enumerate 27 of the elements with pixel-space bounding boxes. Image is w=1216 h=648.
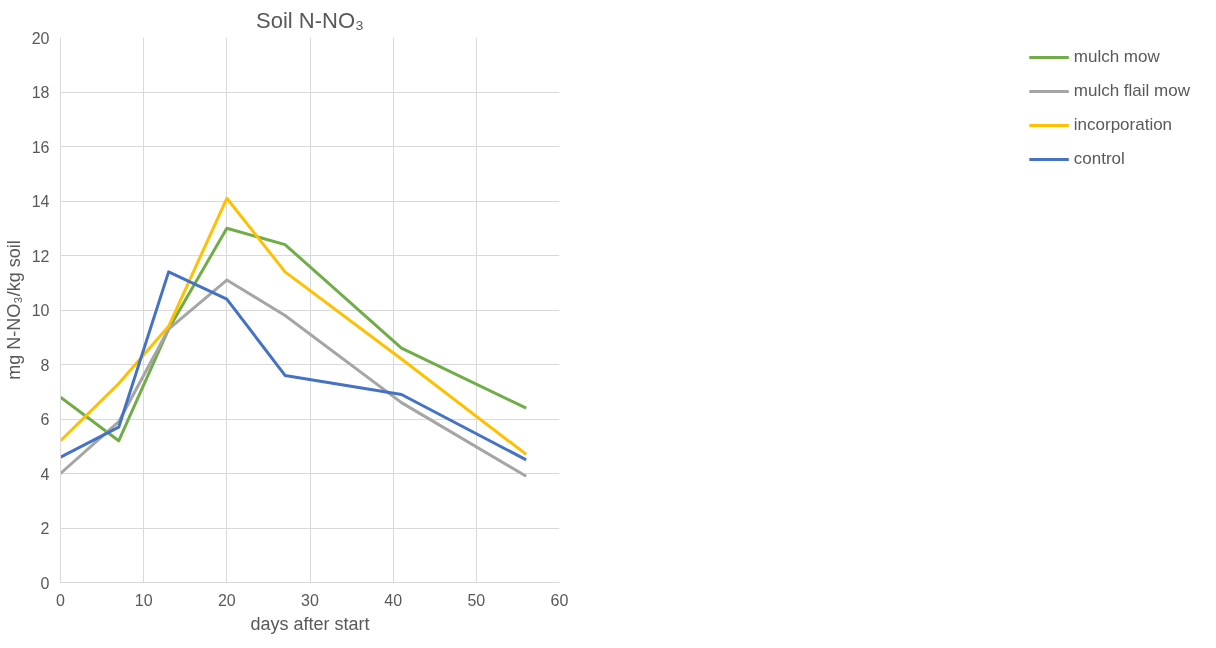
x-tick-label: 50 <box>467 591 486 609</box>
chart-title: Soil N-NO₃ <box>256 7 364 33</box>
y-tick-label: 0 <box>40 574 50 592</box>
legend-label: incorporation <box>1073 115 1173 135</box>
y-tick-label: 10 <box>31 302 50 319</box>
y-axis-title: mg N-NO₃/kg soil <box>3 240 24 380</box>
y-tick-label: 8 <box>40 356 50 374</box>
x-tick-label: 20 <box>217 591 236 609</box>
line-series <box>60 226 528 443</box>
x-tick-label: 0 <box>56 591 66 609</box>
y-tick-label: 16 <box>31 138 50 156</box>
legend-label: control <box>1073 149 1125 169</box>
y-tick-label: 14 <box>31 193 50 210</box>
x-tick-label: 40 <box>384 591 403 609</box>
y-tick-label: 18 <box>31 84 50 101</box>
legend-label: mulch mow <box>1073 47 1160 67</box>
y-tick-label: 12 <box>31 247 50 265</box>
y-tick-label: 6 <box>40 411 50 428</box>
y-tick-label: 20 <box>31 29 50 47</box>
x-tick-label: 30 <box>301 591 319 609</box>
y-tick-label: 2 <box>40 520 50 537</box>
y-tick-label: 4 <box>40 465 50 483</box>
x-axis-title: days after start <box>250 613 370 634</box>
x-tick-label: 60 <box>550 591 569 609</box>
line-series <box>60 196 528 456</box>
x-tick-label: 10 <box>134 591 153 609</box>
legend-label: mulch flail mow <box>1073 81 1190 101</box>
